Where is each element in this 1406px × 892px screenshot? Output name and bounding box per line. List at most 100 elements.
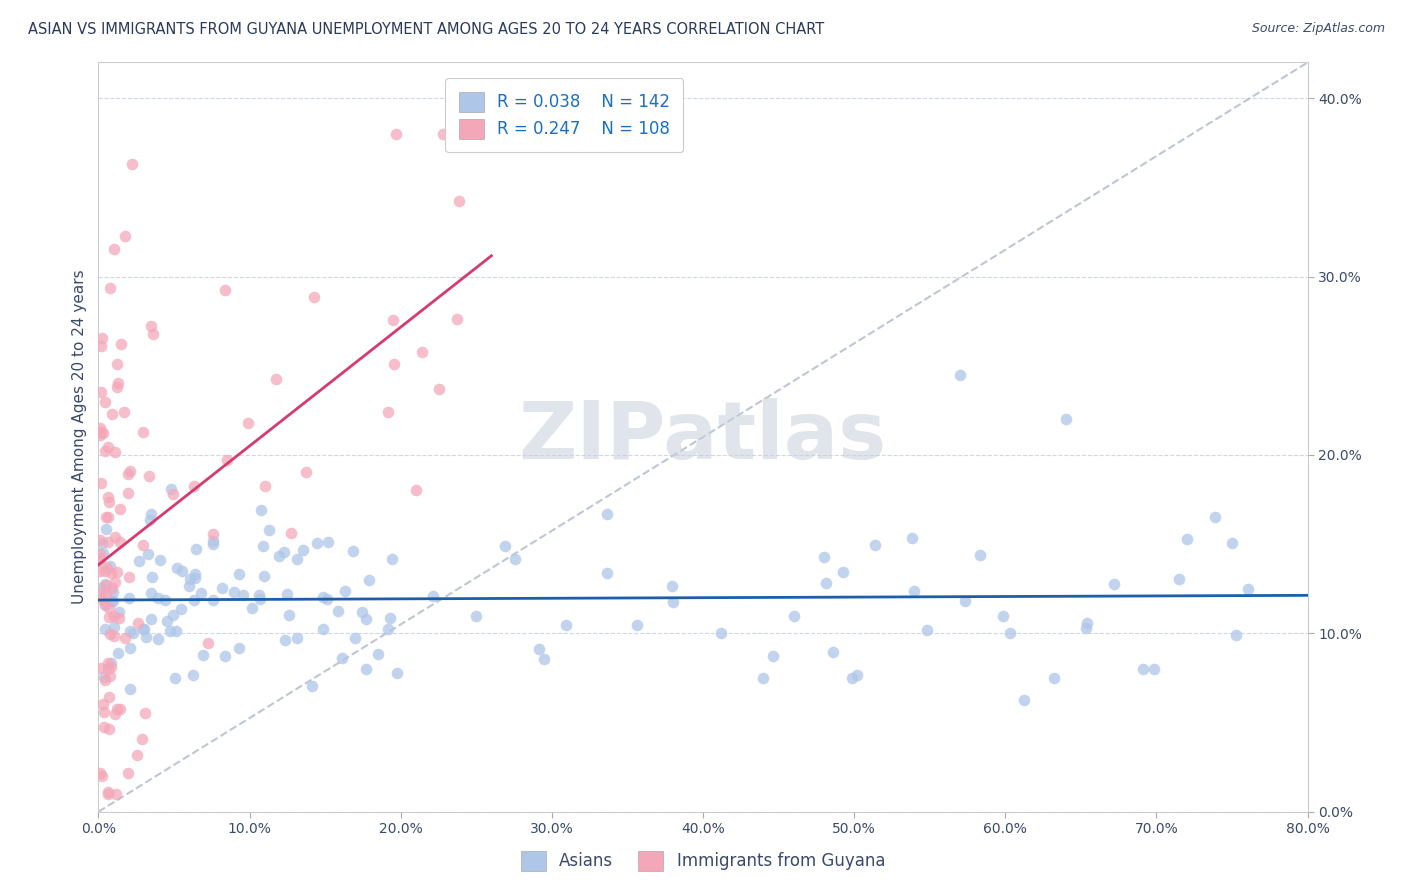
Point — [307, 536, 329, 550]
Point — [1104, 577, 1126, 591]
Point — [846, 668, 869, 682]
Point — [254, 479, 277, 493]
Point — [446, 311, 468, 326]
Point — [90, 384, 112, 399]
Point — [1143, 662, 1166, 676]
Point — [302, 290, 325, 304]
Point — [117, 766, 139, 780]
Point — [252, 539, 274, 553]
Point — [131, 732, 153, 747]
Point — [96, 490, 118, 504]
Point — [100, 594, 122, 608]
Point — [295, 465, 318, 479]
Point — [815, 576, 838, 591]
Point — [276, 587, 298, 601]
Point — [661, 579, 683, 593]
Point — [93, 670, 115, 684]
Point — [903, 584, 925, 599]
Point — [841, 671, 863, 685]
Point — [253, 569, 276, 583]
Point — [148, 632, 170, 646]
Point — [139, 612, 162, 626]
Point — [94, 509, 117, 524]
Point — [326, 604, 349, 618]
Point — [202, 534, 225, 549]
Point — [998, 626, 1021, 640]
Point — [153, 592, 176, 607]
Point — [1237, 582, 1260, 597]
Point — [93, 720, 115, 734]
Point — [101, 581, 124, 595]
Point — [354, 612, 377, 626]
Point — [103, 620, 125, 634]
Point — [94, 597, 117, 611]
Point — [385, 127, 408, 141]
Point — [315, 591, 337, 606]
Point — [993, 608, 1015, 623]
Point — [160, 482, 183, 496]
Point — [91, 535, 114, 549]
Point — [354, 663, 377, 677]
Point — [98, 627, 121, 641]
Point — [190, 586, 212, 600]
Point — [1076, 615, 1098, 630]
Point — [301, 679, 323, 693]
Point — [596, 566, 619, 580]
Point — [139, 318, 162, 333]
Point — [101, 594, 124, 608]
Point — [104, 530, 127, 544]
Point — [387, 665, 409, 680]
Point — [342, 543, 364, 558]
Point — [352, 605, 374, 619]
Point — [125, 747, 148, 762]
Point — [94, 599, 117, 613]
Point — [103, 629, 125, 643]
Point — [179, 572, 201, 586]
Point — [104, 445, 127, 459]
Point — [120, 624, 142, 639]
Point — [202, 527, 225, 541]
Point — [91, 768, 114, 782]
Point — [110, 502, 132, 516]
Point — [1132, 662, 1154, 676]
Text: ASIAN VS IMMIGRANTS FROM GUYANA UNEMPLOYMENT AMONG AGES 20 TO 24 YEARS CORRELATI: ASIAN VS IMMIGRANTS FROM GUYANA UNEMPLOY… — [28, 22, 824, 37]
Point — [107, 605, 129, 619]
Point — [762, 648, 785, 663]
Point — [89, 428, 111, 442]
Legend: Asians, Immigrants from Guyana: Asians, Immigrants from Guyana — [513, 842, 893, 880]
Point — [184, 541, 207, 556]
Point — [94, 587, 117, 601]
Point — [377, 622, 399, 636]
Point — [90, 661, 112, 675]
Point — [359, 574, 381, 588]
Point — [250, 502, 273, 516]
Point — [214, 283, 236, 297]
Point — [89, 421, 111, 435]
Point — [121, 157, 143, 171]
Legend: R = 0.038    N = 142, R = 0.247    N = 108: R = 0.038 N = 142, R = 0.247 N = 108 — [446, 78, 683, 153]
Point — [411, 345, 433, 359]
Point — [94, 578, 117, 592]
Point — [110, 534, 132, 549]
Point — [224, 584, 246, 599]
Point — [94, 622, 117, 636]
Point — [949, 368, 972, 382]
Point — [215, 453, 238, 467]
Point — [134, 706, 156, 721]
Point — [94, 673, 117, 688]
Point — [127, 615, 149, 630]
Point — [103, 609, 125, 624]
Point — [184, 566, 207, 581]
Point — [280, 526, 302, 541]
Point — [333, 584, 356, 599]
Point — [901, 532, 924, 546]
Point — [427, 382, 450, 396]
Point — [96, 522, 118, 536]
Point — [120, 641, 142, 656]
Point — [533, 652, 555, 666]
Point — [97, 787, 120, 801]
Point — [107, 646, 129, 660]
Point — [382, 357, 405, 371]
Point — [269, 549, 291, 563]
Point — [98, 558, 121, 573]
